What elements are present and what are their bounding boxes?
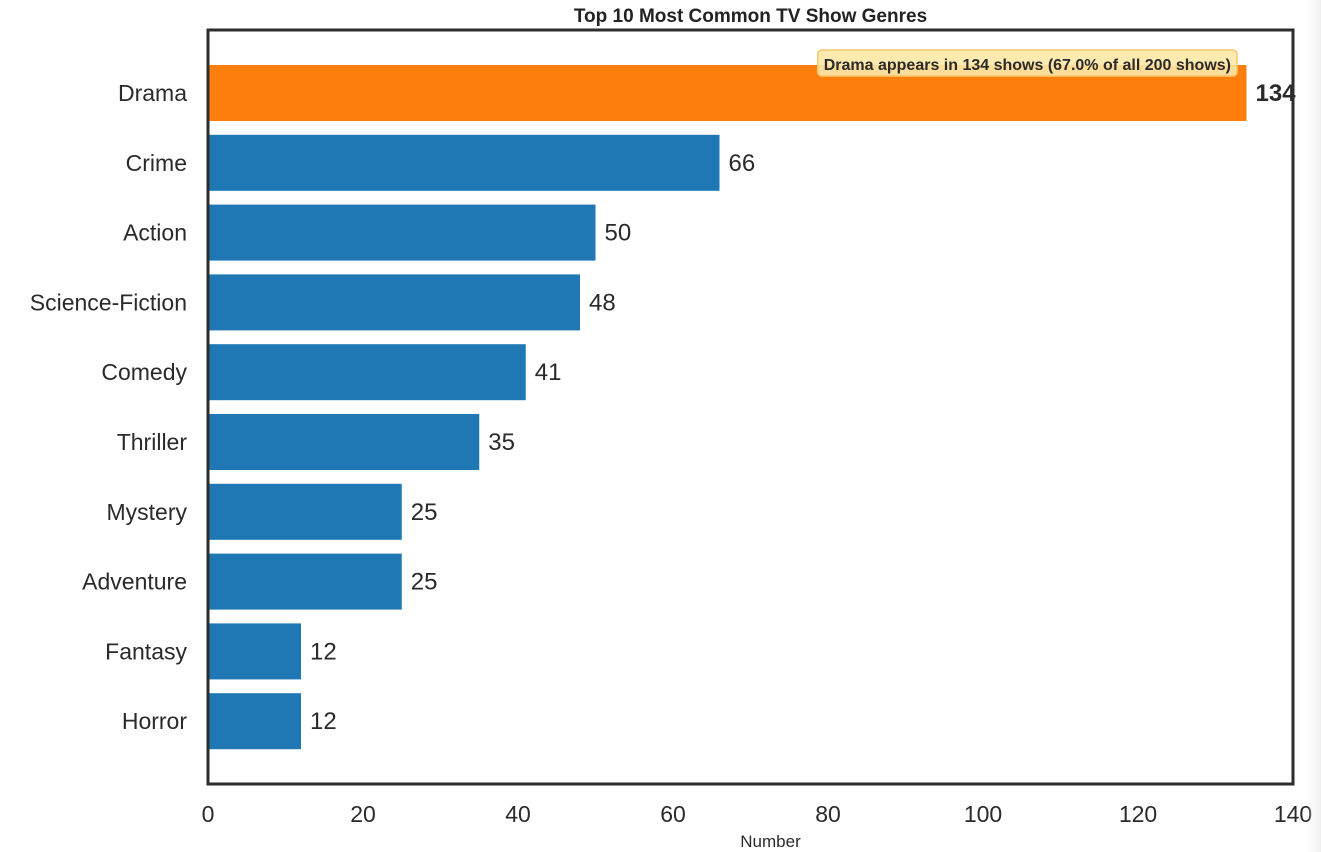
x-tick-label: 80 xyxy=(815,801,841,827)
y-tick-label: Horror xyxy=(122,708,188,734)
bar-value-labels: 134 66 50 48 41 35 25 25 12 12 xyxy=(310,80,1296,735)
plot-frame xyxy=(206,28,1295,786)
annotation: Drama appears in 134 shows (67.0% of all… xyxy=(816,49,1238,77)
bar-value-label: 48 xyxy=(589,289,616,316)
bar-crime xyxy=(208,134,720,191)
y-tick-label: Crime xyxy=(126,150,187,176)
bar-fantasy xyxy=(208,623,301,680)
bar-value-label: 66 xyxy=(729,150,756,177)
bar-value-label: 25 xyxy=(411,569,438,596)
bar-value-label: 25 xyxy=(411,499,438,526)
y-tick-label: Action xyxy=(123,220,187,246)
bar-thriller xyxy=(208,414,480,470)
annotation-box xyxy=(816,49,1238,77)
annotation-text: Drama appears in 134 shows (67.0% of all… xyxy=(824,57,1231,74)
bars-layer xyxy=(208,65,1247,750)
bar-science-fiction xyxy=(208,274,580,331)
bar-value-label: 35 xyxy=(488,429,515,456)
x-tick-label: 60 xyxy=(660,801,686,827)
x-tick-label: 140 xyxy=(1274,801,1312,827)
x-tick-label: 100 xyxy=(964,801,1002,827)
x-tick-label: 0 xyxy=(202,801,215,827)
bar-value-label: 41 xyxy=(535,359,562,386)
bar-comedy xyxy=(208,344,526,401)
x-axis-title: Number xyxy=(740,832,801,851)
y-tick-label: Science-Fiction xyxy=(30,289,187,315)
bar-value-label: 12 xyxy=(310,638,337,665)
y-tick-label: Drama xyxy=(118,80,187,106)
bar-horror xyxy=(208,693,301,750)
x-axis-ticks: 0 20 40 60 80 100 120 140 xyxy=(202,801,1313,827)
chart-title: Top 10 Most Common TV Show Genres xyxy=(574,6,927,27)
window-edge-shade xyxy=(1307,0,1321,852)
bar-value-label: 134 xyxy=(1256,80,1297,107)
bar-action xyxy=(208,204,596,261)
bar-mystery xyxy=(208,483,402,540)
y-tick-label: Thriller xyxy=(117,429,188,455)
x-tick-label: 120 xyxy=(1119,801,1157,827)
y-tick-label: Mystery xyxy=(107,499,188,525)
y-axis-labels: Drama Crime Action Science-Fiction Comedy Thr… xyxy=(30,80,188,734)
x-tick-label: 40 xyxy=(505,801,531,827)
y-tick-label: Fantasy xyxy=(105,638,187,664)
x-tick-label: 20 xyxy=(350,801,376,827)
bar-value-label: 12 xyxy=(310,708,337,735)
bar-value-label: 50 xyxy=(605,220,632,247)
y-tick-label: Adventure xyxy=(82,569,187,595)
bar-adventure xyxy=(208,553,402,610)
y-tick-label: Comedy xyxy=(101,359,187,385)
